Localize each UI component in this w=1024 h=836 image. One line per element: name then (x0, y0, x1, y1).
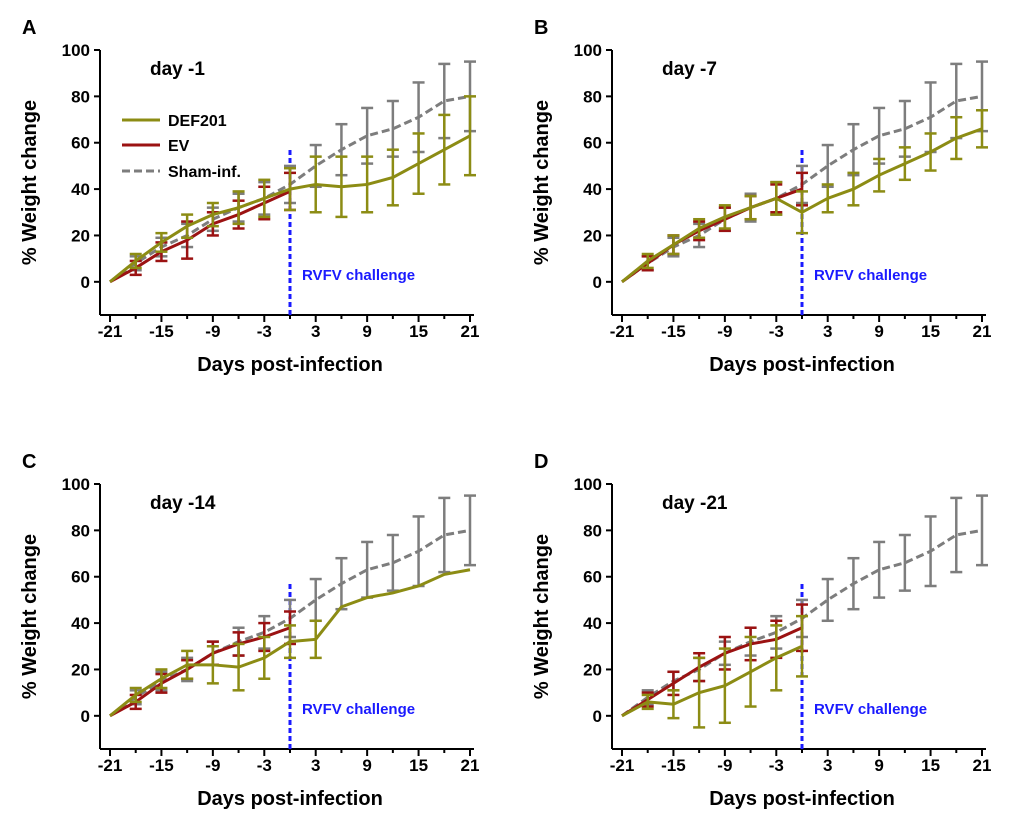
panel-letter: B (534, 17, 548, 39)
x-tick-label: 9 (874, 756, 883, 775)
legend: DEF201 EV Sham-inf. (122, 113, 241, 181)
x-tick-label: -21 (98, 322, 123, 341)
x-tick-label: 9 (362, 756, 371, 775)
panel-title: day -14 (150, 493, 216, 514)
x-tick-label: -15 (149, 322, 174, 341)
panel-letter: A (22, 17, 36, 39)
x-tick-label: 3 (823, 756, 832, 775)
series-line (109, 568, 471, 717)
x-tick-label: -9 (717, 322, 732, 341)
x-tick-label: -9 (205, 756, 220, 775)
panel-letter: D (534, 451, 548, 473)
panel-title: day -7 (662, 59, 717, 80)
panel-letter: C (22, 451, 36, 473)
x-tick-label: 15 (409, 322, 428, 341)
series-line (621, 127, 983, 283)
series-line (109, 134, 471, 283)
x-axis-title: Days post-infection (709, 788, 895, 810)
y-tick-label: 100 (62, 41, 90, 60)
challenge-label: RVFV challenge (302, 701, 415, 718)
y-axis-title: % Weight change (19, 100, 41, 265)
x-tick-label: -21 (610, 756, 635, 775)
y-tick-label: 80 (583, 521, 602, 540)
challenge-label: RVFV challenge (814, 267, 927, 284)
y-tick-label: 40 (583, 180, 602, 199)
series-def201 (621, 614, 808, 729)
y-tick-label: 60 (583, 134, 602, 153)
y-tick-label: 80 (583, 87, 602, 106)
series-ev (621, 171, 808, 284)
series-ev (621, 603, 808, 718)
series-ev (109, 171, 296, 284)
y-tick-label: 60 (583, 568, 602, 587)
x-tick-label: -15 (661, 322, 686, 341)
y-tick-label: 40 (583, 614, 602, 633)
panel-title: day -1 (150, 59, 205, 80)
y-tick-label: 100 (62, 475, 90, 494)
y-tick-label: 60 (71, 568, 90, 587)
x-tick-label: 9 (874, 322, 883, 341)
x-tick-label: 15 (921, 322, 940, 341)
x-tick-label: 3 (823, 322, 832, 341)
y-tick-label: 100 (574, 475, 602, 494)
y-axis-title: % Weight change (531, 100, 553, 265)
x-tick-label: -15 (661, 756, 686, 775)
x-axis-title: Days post-infection (197, 788, 383, 810)
series-line (109, 190, 291, 284)
x-tick-label: -21 (98, 756, 123, 775)
y-tick-label: 0 (593, 273, 602, 292)
y-tick-label: 80 (71, 87, 90, 106)
challenge-label: RVFV challenge (814, 701, 927, 718)
legend-label-ev: EV (168, 138, 190, 155)
x-tick-label: 9 (362, 322, 371, 341)
x-tick-label: 15 (409, 756, 428, 775)
x-axis-title: Days post-infection (709, 354, 895, 376)
x-tick-label: 15 (921, 756, 940, 775)
x-tick-label: -3 (769, 756, 784, 775)
y-tick-label: 100 (574, 41, 602, 60)
y-tick-label: 0 (593, 707, 602, 726)
y-tick-label: 40 (71, 614, 90, 633)
y-axis-title: % Weight change (19, 534, 41, 699)
y-tick-label: 20 (71, 660, 90, 679)
x-tick-label: 21 (461, 322, 480, 341)
series-def201 (621, 109, 988, 283)
series-line (621, 644, 803, 718)
x-tick-label: -3 (257, 756, 272, 775)
y-tick-label: 20 (583, 226, 602, 245)
y-tick-label: 40 (71, 180, 90, 199)
x-tick-label: -3 (257, 322, 272, 341)
series-line (621, 626, 803, 718)
series-def201 (109, 95, 476, 283)
x-tick-label: 21 (973, 322, 992, 341)
x-tick-label: -21 (610, 322, 635, 341)
x-tick-label: 21 (973, 756, 992, 775)
y-tick-label: 20 (71, 226, 90, 245)
legend-label-sham: Sham-inf. (168, 164, 241, 181)
y-axis-title: % Weight change (531, 534, 553, 699)
challenge-label: RVFV challenge (302, 267, 415, 284)
series-def201 (109, 568, 471, 717)
y-tick-label: 20 (583, 660, 602, 679)
x-tick-label: 3 (311, 322, 320, 341)
y-tick-label: 60 (71, 134, 90, 153)
x-tick-label: 21 (461, 756, 480, 775)
x-tick-label: -9 (717, 756, 732, 775)
x-tick-label: -9 (205, 322, 220, 341)
panel-title: day -21 (662, 493, 728, 514)
y-tick-label: 80 (71, 521, 90, 540)
x-axis-title: Days post-infection (197, 354, 383, 376)
x-tick-label: -15 (149, 756, 174, 775)
y-tick-label: 0 (81, 707, 90, 726)
y-tick-label: 0 (81, 273, 90, 292)
legend-label-def201: DEF201 (168, 113, 227, 130)
x-tick-label: -3 (769, 322, 784, 341)
x-tick-label: 3 (311, 756, 320, 775)
